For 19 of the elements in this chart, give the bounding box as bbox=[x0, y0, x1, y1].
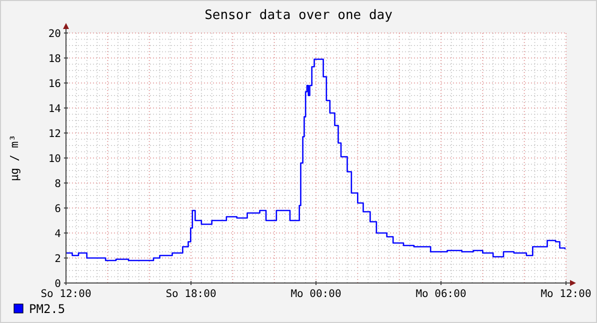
y-tick-label: 14 bbox=[48, 103, 61, 115]
y-tick-label: 18 bbox=[48, 53, 61, 65]
y-tick-label: 6 bbox=[54, 203, 61, 215]
x-tick-label: Mo 06:00 bbox=[416, 288, 466, 300]
y-tick-label: 8 bbox=[54, 178, 61, 190]
y-tick-label: 2 bbox=[54, 253, 61, 265]
x-tick-label: So 18:00 bbox=[166, 288, 216, 300]
x-tick-label: Mo 00:00 bbox=[290, 288, 342, 300]
y-tick-label: 20 bbox=[48, 28, 61, 40]
y-tick-label: 10 bbox=[48, 153, 61, 165]
y-tick-label: 16 bbox=[48, 78, 61, 90]
x-tick-label: So 12:00 bbox=[40, 288, 92, 300]
y-tick-label: 12 bbox=[48, 128, 61, 140]
y-tick-label: 0 bbox=[54, 278, 61, 290]
legend-label: PM2.5 bbox=[29, 302, 66, 316]
x-tick-label: Mo 12:00 bbox=[540, 288, 592, 300]
y-tick-label: 4 bbox=[54, 228, 61, 240]
chart-title: Sensor data over one day bbox=[204, 8, 393, 23]
y-axis-title: µg / m³ bbox=[8, 134, 21, 182]
